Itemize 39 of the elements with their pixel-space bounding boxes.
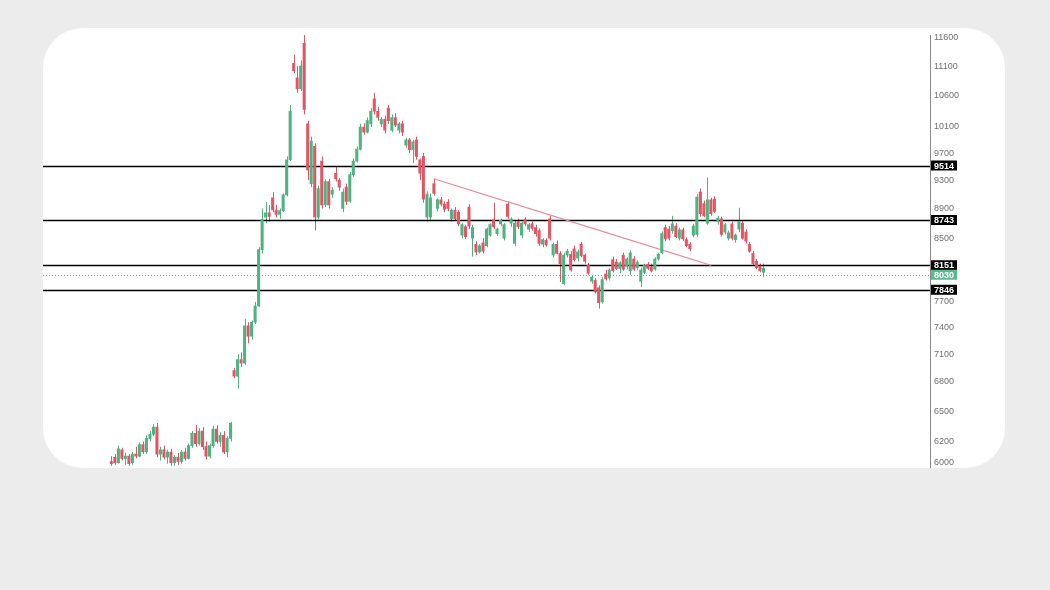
candlestick: [491, 202, 496, 230]
y-tick-label: 11600: [934, 32, 959, 43]
ref-line-label: 8151: [934, 260, 955, 271]
y-tick-label: 6500: [934, 405, 955, 416]
candlestick: [292, 54, 296, 74]
candlestick: [660, 230, 664, 255]
ref-line-label: 9514: [934, 160, 955, 171]
y-tick-label: 6800: [934, 376, 955, 387]
y-tick-label: 11100: [934, 60, 958, 71]
y-tick-label: 9300: [934, 174, 955, 185]
candlestick: [600, 276, 604, 305]
ref-line-label: 8030: [934, 269, 955, 280]
candlestick: [341, 188, 345, 213]
y-tick-label: 10100: [934, 121, 960, 132]
y-tick-label: 8900: [934, 203, 955, 213]
y-tick-label: 7700: [934, 296, 955, 307]
candlestick: [425, 190, 429, 223]
candlestick: [372, 92, 376, 115]
candlestick: [295, 65, 299, 94]
candlestick: [344, 183, 348, 206]
candlestick: [484, 227, 489, 248]
ref-line-label: 7846: [934, 284, 955, 295]
candlestick: [428, 192, 432, 221]
y-tick-label: 6200: [934, 435, 955, 446]
y-tick-label: 6000: [934, 457, 955, 468]
candlestick: [548, 215, 552, 241]
candlestick: [323, 178, 327, 208]
candlestick: [740, 219, 744, 241]
y-tick-label: 8500: [934, 232, 955, 243]
y-tick-label: 7100: [934, 348, 955, 359]
y-tick-label: 10600: [934, 90, 960, 101]
candlestick: [698, 188, 702, 218]
y-tick-label: 9700: [934, 147, 955, 158]
candlestick: [639, 267, 643, 288]
candlestick: [215, 424, 219, 445]
candlestick: [737, 207, 741, 233]
candlestick: [246, 321, 250, 344]
y-tick-label: 7400: [934, 321, 955, 332]
ref-line-label: 8743: [934, 214, 955, 225]
